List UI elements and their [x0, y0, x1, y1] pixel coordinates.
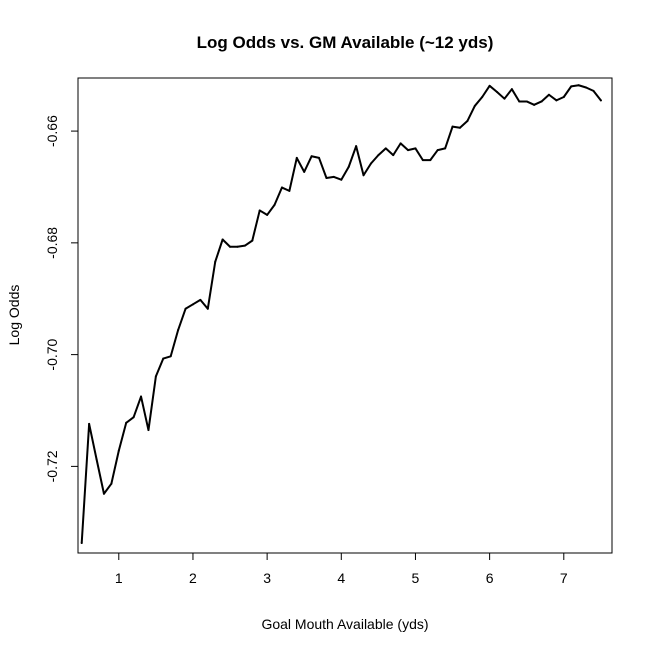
data-point	[310, 155, 313, 158]
data-point	[525, 100, 528, 103]
data-point	[251, 239, 254, 242]
data-point	[562, 96, 565, 98]
data-point	[577, 84, 580, 87]
data-point	[384, 147, 387, 150]
data-point	[177, 329, 180, 332]
data-point	[258, 209, 261, 212]
data-point	[214, 260, 217, 263]
data-point	[325, 177, 328, 180]
x-axis-label: Goal Mouth Available (yds)	[261, 616, 428, 632]
data-point	[377, 154, 380, 157]
x-tick-label: 7	[560, 570, 568, 586]
data-point	[102, 492, 105, 495]
data-point	[318, 156, 321, 159]
data-point	[407, 149, 410, 152]
data-point	[414, 147, 417, 150]
data-point	[95, 458, 98, 461]
x-tick-label: 3	[263, 570, 271, 586]
data-point	[540, 100, 543, 103]
data-point	[184, 307, 187, 310]
data-point	[288, 189, 291, 192]
data-point	[503, 97, 506, 100]
y-tick-label: -0.66	[44, 115, 60, 147]
data-point	[199, 298, 202, 301]
y-axis-label: Log Odds	[6, 285, 22, 346]
data-point	[481, 96, 484, 98]
data-point	[266, 213, 269, 216]
data-point	[80, 541, 83, 544]
data-point	[547, 93, 550, 96]
data-point	[243, 244, 246, 247]
x-tick-label: 1	[115, 570, 123, 586]
data-point	[458, 126, 461, 129]
chart-title: Log Odds vs. GM Available (~12 yds)	[197, 33, 494, 52]
x-tick-label: 4	[337, 570, 345, 586]
data-point	[229, 245, 232, 248]
data-point	[236, 245, 239, 248]
data-point	[570, 85, 573, 88]
data-point	[340, 178, 343, 181]
data-point	[444, 147, 447, 150]
data-point	[518, 100, 521, 103]
y-axis: -0.72 -0.70 -0.68 -0.66	[44, 115, 79, 482]
data-point	[399, 142, 402, 145]
data-point	[221, 238, 224, 241]
data-point	[429, 159, 432, 162]
data-point	[295, 156, 298, 159]
data-point	[585, 86, 588, 89]
data-point	[555, 99, 558, 102]
data-point	[533, 103, 536, 106]
data-point	[592, 89, 595, 92]
data-point	[280, 186, 283, 189]
data-point	[347, 165, 350, 168]
data-point	[117, 449, 120, 452]
data-point	[206, 307, 209, 310]
data-points	[80, 84, 602, 544]
data-point	[303, 170, 306, 173]
y-tick-label: -0.68	[44, 227, 60, 259]
data-point	[436, 149, 439, 152]
data-point	[362, 174, 365, 177]
data-point	[392, 154, 395, 157]
data-point	[466, 120, 469, 123]
data-point	[421, 159, 424, 162]
data-point	[147, 429, 150, 432]
data-point	[169, 355, 172, 358]
data-point	[132, 416, 135, 419]
data-point	[273, 203, 276, 206]
data-point	[355, 145, 358, 148]
data-point	[599, 99, 602, 102]
data-point	[473, 104, 476, 107]
x-axis: 1 2 3 4 5 6 7	[115, 552, 568, 586]
data-point	[510, 88, 513, 91]
y-tick-label: -0.72	[44, 450, 60, 482]
data-point	[496, 90, 499, 93]
data-point	[369, 162, 372, 165]
data-point	[125, 421, 128, 424]
data-point	[451, 125, 454, 128]
data-point	[332, 175, 335, 178]
data-point	[488, 84, 491, 87]
x-tick-label: 5	[412, 570, 420, 586]
data-point	[140, 395, 143, 398]
data-point	[88, 422, 91, 425]
data-point	[110, 482, 113, 485]
data-point	[162, 357, 165, 360]
x-tick-label: 6	[486, 570, 494, 586]
data-point	[154, 375, 157, 378]
x-tick-label: 2	[189, 570, 197, 586]
y-tick-label: -0.70	[44, 338, 60, 370]
data-point	[191, 303, 194, 306]
